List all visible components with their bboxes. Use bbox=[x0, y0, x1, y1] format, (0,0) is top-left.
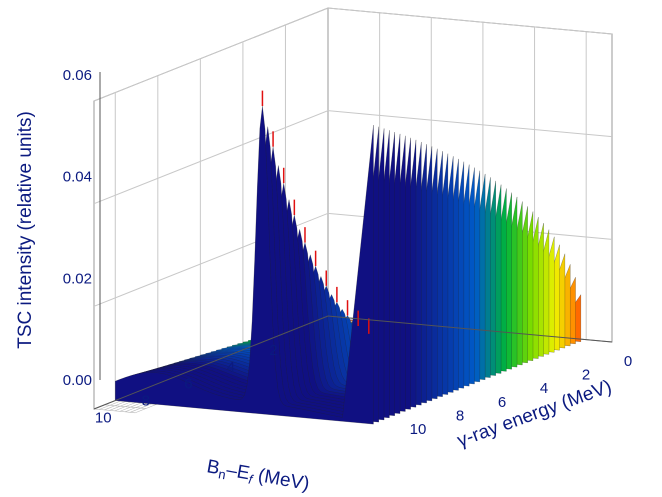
z-gridline bbox=[93, 7, 613, 102]
surface bbox=[115, 90, 587, 425]
y-tick-label: 6 bbox=[498, 394, 506, 411]
x-axis-label-unit: (MeV) bbox=[251, 464, 311, 495]
x-tick-labels: 2 4 6 8 10 bbox=[95, 342, 278, 427]
x-tick-label: 6 bbox=[184, 376, 192, 393]
z-tick-label: 0.06 bbox=[63, 67, 92, 84]
x-axis-label-minus-e: –E bbox=[225, 460, 252, 485]
z-gridline bbox=[93, 110, 613, 205]
axis-frame bbox=[93, 72, 613, 410]
z-tick-label: 0.02 bbox=[63, 270, 92, 287]
surface-strip bbox=[115, 105, 374, 425]
x-tick-label: 10 bbox=[95, 410, 112, 427]
x-axis-label-f: f bbox=[247, 472, 255, 488]
z-tick-label: 0.00 bbox=[63, 372, 92, 389]
y-tick-label: 2 bbox=[582, 367, 590, 384]
x-axis-label: Bn–Ef (MeV) bbox=[205, 456, 311, 497]
y-tick-labels: 0 2 4 6 8 10 bbox=[410, 353, 633, 438]
z-axis-label: TSC intensity (relative units) bbox=[15, 111, 36, 349]
y-tick-label: 0 bbox=[624, 353, 632, 370]
x-tick-label: 4 bbox=[227, 359, 235, 376]
y-axis-line bbox=[327, 315, 613, 343]
floor-gridline bbox=[93, 408, 136, 414]
y-axis-label: γ-ray energy (MeV) bbox=[455, 376, 615, 451]
y-tick-label: 10 bbox=[410, 421, 427, 438]
z-tick-labels: 0.00 0.02 0.04 0.06 bbox=[63, 67, 92, 389]
x-axis-label-n: n bbox=[217, 466, 227, 482]
y-tick-label: 4 bbox=[540, 380, 548, 397]
x-tick-label: 2 bbox=[269, 342, 277, 359]
x-axis-line bbox=[93, 315, 329, 410]
y-tick-label: 8 bbox=[456, 407, 464, 424]
z-tick-label: 0.04 bbox=[63, 169, 92, 186]
x-tick-label: 8 bbox=[142, 393, 150, 410]
x-axis-label-b: B bbox=[205, 456, 221, 479]
